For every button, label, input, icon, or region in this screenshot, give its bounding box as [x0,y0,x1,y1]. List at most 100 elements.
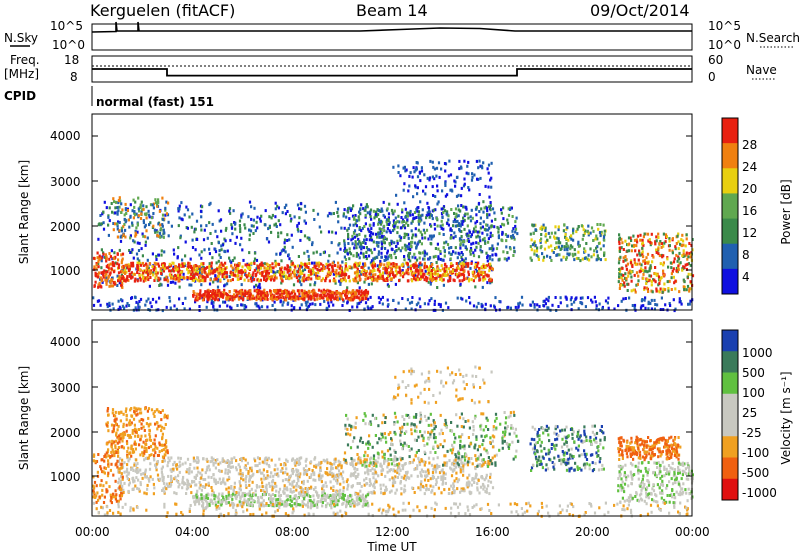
power-cell [669,261,672,265]
power-cell [480,265,483,269]
power-cell [601,307,604,311]
power-cell [334,264,337,267]
power-cell [220,229,223,233]
power-cell [534,223,537,227]
velocity-cell [367,472,370,476]
power-cell [279,295,283,299]
power-cell [643,269,646,273]
power-cell [359,241,362,245]
velocity-cell [269,475,272,479]
power-cell [663,241,666,245]
power-cell [186,266,189,269]
velocity-cell [261,460,264,464]
power-cell [117,258,120,262]
power-cell [387,216,390,220]
power-cell [136,266,139,270]
velocity-scatter [92,365,694,519]
velocity-cell [176,467,179,471]
power-cell [287,301,290,305]
power-cell [217,289,220,293]
power-cell [570,237,573,241]
velocity-cell [276,473,279,477]
power-cell [655,239,658,243]
velocity-cell [346,478,349,482]
velocity-cell [453,468,456,471]
velocity-cell [120,475,123,479]
velocity-cell [144,475,147,479]
power-cell [433,167,436,171]
power-cell [486,274,489,278]
velocity-cell [234,466,238,470]
power-cell [239,243,242,247]
power-cell [289,292,292,296]
power-cell [296,289,299,293]
power-cell [226,249,229,253]
power-cell [545,297,548,301]
power-cell [113,264,116,268]
power-cell [217,271,220,275]
power-cell [474,285,477,289]
power-cell [376,235,379,239]
power-cell [231,232,234,236]
velocity-cell [186,457,190,461]
power-cell [422,274,425,278]
power-cell [212,271,215,275]
power-cell [303,268,307,271]
power-cell [648,278,651,282]
power-cell [126,302,129,305]
power-cell [221,275,224,279]
velocity-cell [424,470,427,474]
power-cell [154,230,157,234]
power-cell [141,261,145,265]
power-cell [423,254,426,258]
power-cell [659,287,662,291]
power-cell [297,297,300,301]
power-cell [495,253,498,257]
power-cell [687,272,690,276]
power-cell [159,223,162,227]
velocity-cell [239,468,242,472]
velocity-cell [137,478,140,482]
power-cell [393,241,396,245]
power-cell [532,231,535,235]
power-cell [204,266,207,270]
velocity-cell [473,481,476,484]
power-cell [233,256,236,260]
power-cell [536,303,539,307]
velocity-cell [295,482,299,485]
power-cell [457,262,461,265]
velocity-cell [382,483,385,487]
power-cell [434,195,437,198]
power-cell [407,223,410,227]
power-cell [231,298,234,302]
power-cell [298,267,301,271]
power-cell [521,303,524,307]
power-cell [380,222,383,226]
power-cell [113,251,116,255]
power-cell [575,256,578,260]
power-cell [444,184,447,187]
power-cell [417,301,420,305]
power-cell [134,306,137,310]
power-cell [384,247,387,250]
power-cell [97,260,100,264]
power-cell [632,288,635,292]
velocity-cell [342,486,345,490]
power-cell [581,296,584,300]
power-cell [633,306,636,310]
power-cell [337,243,340,247]
velocity-cell [170,470,173,473]
velocity-cell [250,466,253,470]
power-cell [453,212,456,215]
power-cell [475,220,479,223]
power-cell [217,209,220,213]
power-cell [426,272,429,276]
velocity-cell [309,475,312,479]
power-cell [94,273,97,277]
power-cell [642,268,645,272]
power-cell [435,278,438,282]
power-cell [286,239,289,242]
power-cell [374,273,377,277]
power-cell [482,161,485,165]
power-cell [596,245,599,249]
